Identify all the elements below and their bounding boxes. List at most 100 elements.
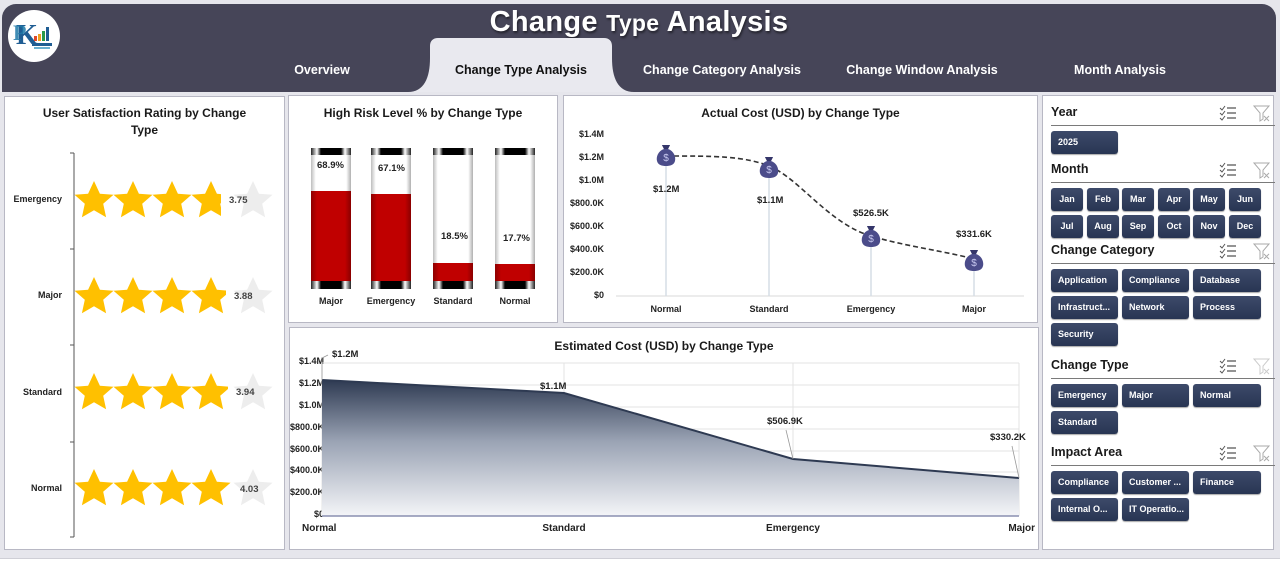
multi-select-icon[interactable] bbox=[1219, 445, 1237, 461]
multi-select-icon[interactable] bbox=[1219, 105, 1237, 121]
slicer-item-nov[interactable]: Nov bbox=[1193, 215, 1225, 238]
change-category-slicer-title: Change Category bbox=[1051, 243, 1155, 257]
rating-value: 4.03 bbox=[240, 484, 259, 495]
clear-filter-icon[interactable] bbox=[1253, 104, 1271, 122]
y-axis-tick: $1.0M bbox=[578, 175, 604, 185]
y-axis-tick: $400.0K bbox=[569, 244, 604, 254]
money-bag-icon bbox=[759, 157, 779, 178]
change-category-slicer: Change Category Application Compliance D… bbox=[1051, 240, 1275, 351]
slicer-item-security[interactable]: Security bbox=[1051, 323, 1118, 346]
slicer-item-2025[interactable]: 2025 bbox=[1051, 131, 1118, 154]
slicer-item-aug[interactable]: Aug bbox=[1087, 215, 1119, 238]
multi-select-icon[interactable] bbox=[1219, 358, 1237, 374]
actual-cost-line-chart: $ bbox=[616, 145, 1024, 297]
tab-overview[interactable]: Overview bbox=[294, 63, 350, 77]
slicer-item-compliance[interactable]: Compliance bbox=[1122, 269, 1189, 292]
multi-select-icon[interactable] bbox=[1219, 162, 1237, 178]
slicer-item-jun[interactable]: Jun bbox=[1229, 188, 1261, 211]
category-label: Standard bbox=[22, 387, 62, 397]
slicer-item-jul[interactable]: Jul bbox=[1051, 215, 1083, 238]
header-bar: K P Change Type Analysis bbox=[2, 4, 1276, 92]
slicer-item-finance[interactable]: Finance bbox=[1193, 471, 1261, 494]
slicer-item-infrastructure[interactable]: Infrastruct... bbox=[1051, 296, 1118, 319]
change-type-slicer-title: Change Type bbox=[1051, 358, 1129, 372]
slicer-item-apr[interactable]: Apr bbox=[1158, 188, 1190, 211]
clear-filter-icon[interactable] bbox=[1253, 161, 1271, 179]
risk-value: 68.9% bbox=[317, 160, 344, 171]
actual-cost-category: Major bbox=[961, 304, 986, 314]
slicer-item-sep[interactable]: Sep bbox=[1122, 215, 1154, 238]
category-label: Normal bbox=[30, 483, 62, 493]
slicer-item-process[interactable]: Process bbox=[1193, 296, 1261, 319]
tab-month-analysis[interactable]: Month Analysis bbox=[1074, 63, 1166, 77]
y-axis-tick: $600.0K bbox=[569, 221, 604, 231]
risk-category-label: Standard bbox=[433, 296, 473, 306]
slicer-item-network[interactable]: Network bbox=[1122, 296, 1189, 319]
slicer-item-customer[interactable]: Customer ... bbox=[1122, 471, 1189, 494]
rating-value: 3.75 bbox=[229, 195, 248, 206]
slicer-item-application[interactable]: Application bbox=[1051, 269, 1118, 292]
slicer-item-standard[interactable]: Standard bbox=[1051, 411, 1118, 434]
slicer-item-jan[interactable]: Jan bbox=[1051, 188, 1083, 211]
clear-filter-icon[interactable] bbox=[1253, 444, 1271, 462]
y-axis-tick: $400.0K bbox=[289, 465, 324, 475]
y-axis-tick: $0 bbox=[593, 290, 604, 300]
slicer-panel: Year 2025 Month Jan Feb Mar Apr May Jun bbox=[1042, 95, 1275, 550]
tab-change-type-analysis[interactable]: Change Type Analysis bbox=[455, 63, 587, 77]
bottom-strip bbox=[0, 558, 1280, 570]
slicer-item-internal-operations[interactable]: Internal O... bbox=[1051, 498, 1118, 521]
rating-value: 3.88 bbox=[234, 291, 253, 302]
tab-change-category-analysis[interactable]: Change Category Analysis bbox=[643, 63, 801, 77]
actual-cost-chart-panel: Actual Cost (USD) by Change Type $1.4M $… bbox=[563, 95, 1038, 323]
slicer-item-dec[interactable]: Dec bbox=[1229, 215, 1261, 238]
slicer-item-feb[interactable]: Feb bbox=[1087, 188, 1119, 211]
y-axis-tick: $1.4M bbox=[298, 356, 324, 366]
actual-cost-chart-title: Actual Cost (USD) by Change Type bbox=[701, 106, 900, 120]
y-axis-tick: $600.0K bbox=[289, 444, 324, 454]
risk-category-label: Normal bbox=[499, 296, 531, 306]
satisfaction-chart-panel: User Satisfaction Rating by Change Type bbox=[4, 96, 285, 550]
actual-cost-category: Standard bbox=[749, 304, 789, 314]
risk-value: 18.5% bbox=[441, 231, 468, 242]
slicer-item-normal[interactable]: Normal bbox=[1193, 384, 1261, 407]
category-label: Major bbox=[37, 290, 62, 300]
risk-bar-major bbox=[311, 148, 351, 289]
risk-category-label: Major bbox=[318, 296, 343, 306]
risk-bar-standard bbox=[433, 148, 473, 289]
estimated-cost-category: Normal bbox=[302, 523, 337, 534]
estimated-cost-category: Emergency bbox=[766, 523, 820, 534]
clear-filter-icon[interactable] bbox=[1253, 242, 1271, 260]
tab-change-window-analysis[interactable]: Change Window Analysis bbox=[846, 63, 998, 77]
month-slicer-title: Month bbox=[1051, 162, 1089, 176]
y-axis-tick: $0 bbox=[313, 509, 324, 519]
page-title: Change Type Analysis bbox=[489, 6, 789, 38]
multi-select-icon[interactable] bbox=[1219, 243, 1237, 259]
clear-filter-icon[interactable] bbox=[1253, 357, 1271, 375]
slicer-item-may[interactable]: May bbox=[1193, 188, 1225, 211]
slicer-item-database[interactable]: Database bbox=[1193, 269, 1261, 292]
money-bag-icon bbox=[861, 226, 881, 247]
y-axis-tick: $200.0K bbox=[289, 487, 324, 497]
slicer-item-mar[interactable]: Mar bbox=[1122, 188, 1154, 211]
slicer-item-major[interactable]: Major bbox=[1122, 384, 1189, 407]
actual-cost-value: $526.5K bbox=[853, 208, 889, 219]
y-axis-tick: $800.0K bbox=[289, 422, 324, 432]
slicer-item-it-operations[interactable]: IT Operatio... bbox=[1122, 498, 1189, 521]
impact-area-slicer-title: Impact Area bbox=[1051, 445, 1123, 459]
impact-area-slicer: Impact Area Compliance Customer ... Fina… bbox=[1051, 442, 1275, 525]
year-slicer-title: Year bbox=[1051, 105, 1078, 119]
estimated-cost-chart-panel: Estimated Cost (USD) by Change Type $1.4… bbox=[289, 327, 1039, 550]
slicer-item-compliance[interactable]: Compliance bbox=[1051, 471, 1118, 494]
actual-cost-value: $331.6K bbox=[956, 229, 992, 240]
y-axis-tick: $1.0M bbox=[298, 400, 324, 410]
actual-cost-category: Emergency bbox=[846, 304, 896, 314]
slicer-item-oct[interactable]: Oct bbox=[1158, 215, 1190, 238]
money-bag-icon bbox=[964, 250, 984, 271]
svg-text:P: P bbox=[13, 20, 26, 45]
risk-category-label: Emergency bbox=[366, 296, 416, 306]
y-axis-tick: $1.4M bbox=[578, 129, 604, 139]
slicer-item-emergency[interactable]: Emergency bbox=[1051, 384, 1118, 407]
estimated-cost-category: Standard bbox=[542, 523, 586, 534]
estimated-cost-value: $330.2K bbox=[990, 432, 1026, 443]
